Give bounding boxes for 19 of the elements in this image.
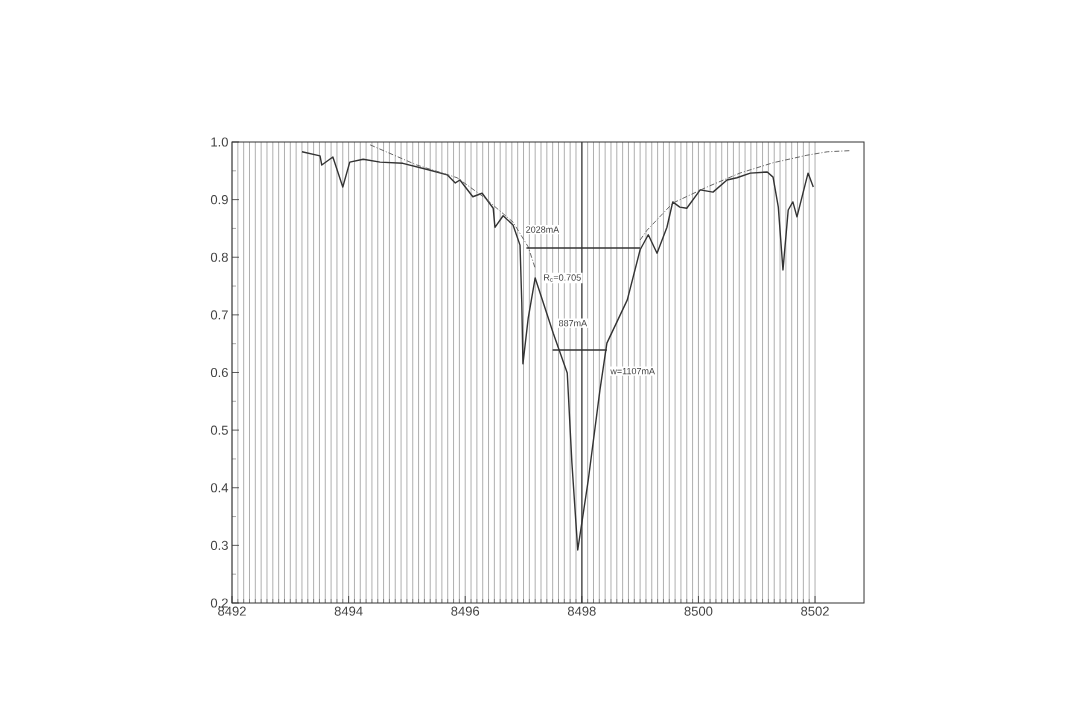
y-tick-label: 0.9 [210,195,228,205]
annotation: 2028mA [526,226,560,233]
x-tick-label: 8500 [684,606,713,616]
y-tick-label: 0.3 [210,540,228,550]
annotation: 887mA [558,319,588,327]
y-tick-label: 0.4 [210,483,229,493]
y-tick-label: 0.6 [210,367,228,378]
x-tick-label: 8496 [451,606,480,616]
x-tick-label: 8494 [334,606,363,616]
x-tick-label: 8502 [801,606,829,616]
annotation: w=1107mA [610,367,655,375]
y-tick-label: 0.8 [210,252,228,262]
y-tick-label: 0.7 [210,310,228,320]
annotation: R$_{c}$=0.705 [544,274,581,282]
x-tick-label: 8492 [218,606,246,616]
x-tick-label: 8498 [567,606,596,616]
y-tick-label: 0.5 [210,425,228,435]
y-tick-label: 1.0 [211,137,228,147]
y-tick-label: 0.2 [210,598,228,608]
